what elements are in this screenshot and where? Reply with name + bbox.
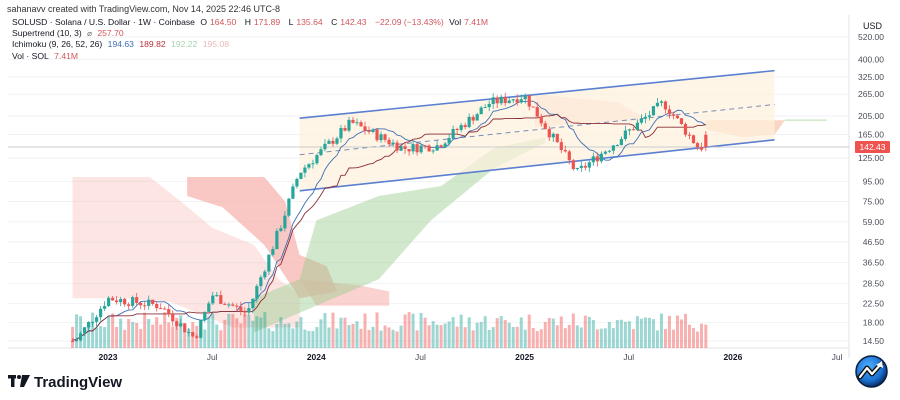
tv-logo-text: TradingView: [34, 374, 123, 391]
symbol-title: SOLUSD · Solana / U.S. Dollar · 1W · Coi…: [12, 17, 195, 27]
price-tick: 205.00: [858, 111, 884, 121]
close-value: 142.43: [340, 17, 367, 27]
chart-legend: SOLUSD · Solana / U.S. Dollar · 1W · Coi…: [12, 17, 494, 62]
current-price-badge: 142.43: [855, 141, 890, 153]
ichimoku-span-a: 192.22: [171, 39, 198, 50]
low-label: L: [288, 17, 294, 27]
price-tick: 59.00: [863, 217, 885, 227]
volume-label: Vol · SOL: [12, 50, 49, 61]
low-value: 135.64: [296, 17, 323, 27]
symbol-row[interactable]: SOLUSD · Solana / U.S. Dollar · 1W · Coi…: [12, 17, 494, 28]
ichimoku-label: Ichimoku (9, 26, 52, 26): [12, 39, 103, 50]
price-tick: 325.00: [858, 72, 884, 82]
time-tick: 2026: [723, 352, 742, 362]
volume-row[interactable]: Vol · SOL 7.41M: [12, 51, 494, 62]
price-tick: 95.00: [863, 176, 885, 186]
time-tick: Jul: [207, 352, 218, 362]
ichimoku-cloud: [72, 94, 827, 333]
vol-label: Vol: [449, 17, 462, 27]
channel-fill: [299, 70, 775, 191]
close-label: C: [331, 17, 338, 27]
price-tick: 265.00: [858, 89, 884, 99]
tradingview-logo[interactable]: TradingView: [8, 374, 122, 391]
time-tick: 2025: [515, 352, 534, 362]
price-tick: 36.50: [863, 258, 885, 268]
price-tick: 165.00: [858, 129, 884, 139]
currency-label: USD: [862, 21, 882, 31]
time-tick: Jul: [832, 352, 843, 362]
volume-bars: [71, 312, 708, 348]
time-tick: 2023: [99, 352, 118, 362]
eye-slash-icon[interactable]: ⌀: [87, 29, 92, 39]
time-tick: Jul: [415, 352, 426, 362]
trend-badge-icon[interactable]: [855, 355, 888, 388]
price-tick: 18.00: [863, 318, 885, 328]
high-label: H: [244, 17, 251, 27]
supertrend-row[interactable]: Supertrend (10, 3) ⌀ 257.70: [12, 28, 494, 39]
channel-upper-line: [299, 69, 775, 119]
price-tick: 75.00: [863, 196, 885, 206]
tv-logo-mark-icon: [8, 374, 30, 391]
channel-mid-line: [299, 103, 775, 156]
high-value: 171.89: [253, 17, 281, 27]
price-tick: 46.50: [863, 237, 885, 247]
channel-lower-line: [299, 138, 775, 192]
change-value: −22.09 (−13.43%): [374, 17, 444, 27]
time-tick: Jul: [623, 352, 634, 362]
price-tick: 125.00: [858, 153, 884, 163]
price-tick: 14.50: [863, 336, 885, 346]
time-tick: 2024: [307, 352, 326, 362]
volume-value: 7.41M: [54, 50, 79, 61]
vol-value: 7.41M: [464, 17, 489, 27]
price-tick: 400.00: [858, 54, 884, 64]
price-tick: 22.50: [863, 299, 885, 309]
ichimoku-row[interactable]: Ichimoku (9, 26, 52, 26) 194.63 189.82 1…: [12, 39, 494, 50]
ichimoku-kijun: 189.82: [139, 39, 166, 50]
ichimoku-kijun-line: [72, 113, 706, 341]
price-tick: 28.50: [863, 279, 885, 289]
supertrend-label: Supertrend (10, 3): [12, 28, 82, 39]
open-label: O: [200, 17, 207, 27]
ichimoku-span-b: 195.08: [202, 39, 230, 50]
price-tick: 520.00: [858, 32, 884, 42]
ichimoku-tenkan: 194.63: [107, 39, 134, 50]
chart-credit: sahanavv created with TradingView.com, N…: [7, 4, 280, 14]
candles: [70, 92, 708, 343]
open-value: 164.50: [210, 17, 237, 27]
supertrend-value: 257.70: [97, 28, 124, 39]
